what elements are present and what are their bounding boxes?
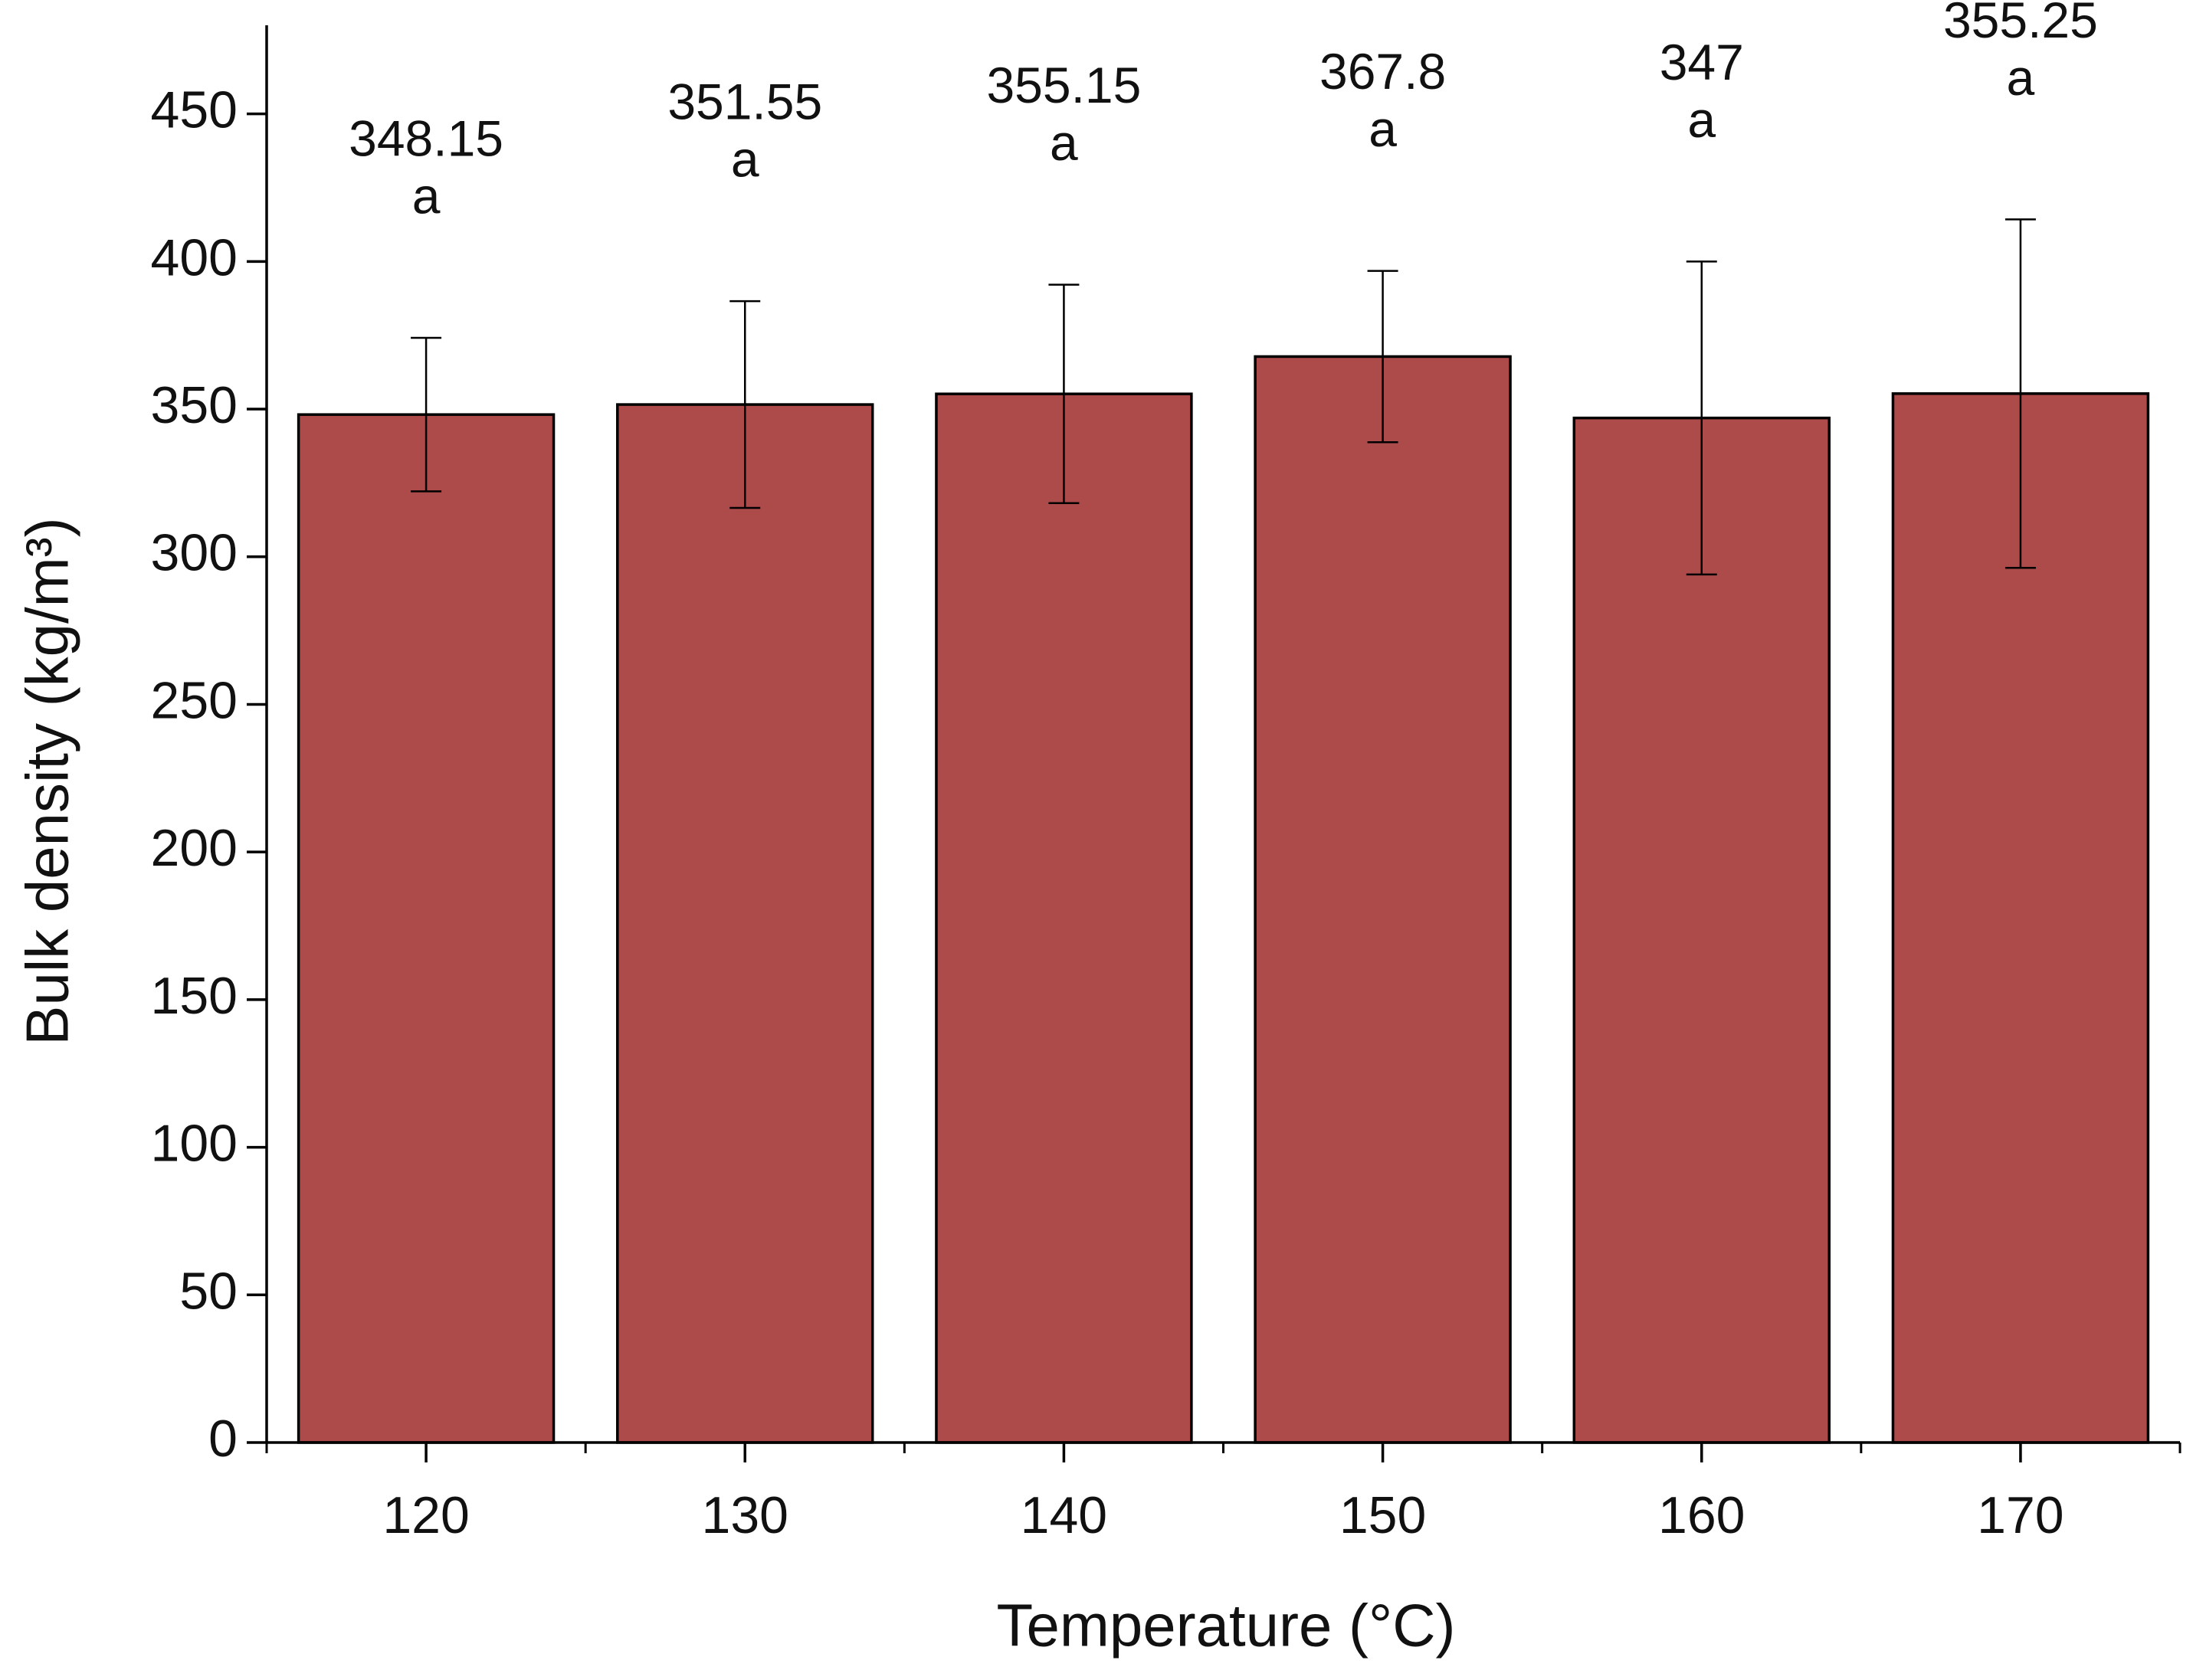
y-tick-label: 300 [151,524,238,582]
y-tick-label: 350 [151,376,238,434]
value-label: 347 [1660,34,1744,90]
group-letter: a [1687,91,1716,148]
y-tick-label: 450 [151,81,238,139]
value-label: 355.15 [986,57,1141,113]
value-label: 351.55 [667,74,822,130]
y-tick-label: 50 [179,1262,238,1320]
group-letter: a [1369,100,1397,157]
x-tick-label: 170 [1977,1486,2064,1544]
group-letter: a [412,167,441,224]
value-label: 355.25 [1943,0,2098,48]
x-tick-label: 120 [382,1486,469,1544]
x-tick-label: 130 [702,1486,788,1544]
y-axis-title: Bulk density (kg/m³) [14,517,81,1045]
bar [935,392,1193,1444]
bar [297,413,556,1444]
bar [616,403,874,1444]
y-tick-label: 250 [151,671,238,729]
bar [1572,416,1831,1444]
y-tick-label: 100 [151,1115,238,1173]
x-tick-label: 140 [1021,1486,1107,1544]
group-letter: a [731,131,759,188]
value-label: 348.15 [349,110,503,166]
bar [1254,355,1512,1444]
y-tick-label: 0 [208,1410,238,1468]
x-tick-label: 150 [1339,1486,1426,1544]
x-axis-title: Temperature (°C) [996,1592,1455,1659]
group-letter: a [1050,114,1078,171]
y-tick-label: 150 [151,967,238,1025]
value-label: 367.8 [1319,43,1446,100]
y-tick-label: 200 [151,819,238,877]
x-tick-label: 160 [1658,1486,1745,1544]
group-letter: a [2007,49,2035,106]
y-tick-label: 400 [151,228,238,287]
